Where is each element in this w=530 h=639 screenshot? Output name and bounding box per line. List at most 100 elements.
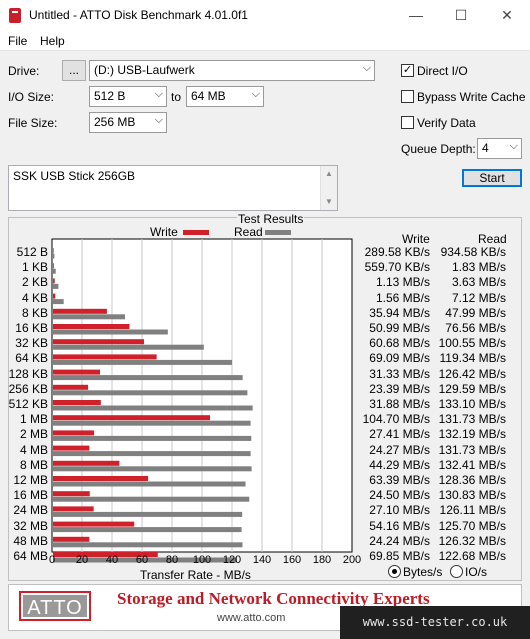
row-label: 1 MB — [19, 412, 48, 427]
write-value: 63.39 MB/s — [369, 473, 430, 487]
menu-file[interactable]: File — [8, 34, 28, 48]
io-size-from-value: 512 B — [94, 89, 126, 103]
read-bar — [53, 390, 248, 396]
read-bar — [53, 405, 253, 411]
browse-button[interactable]: ... — [62, 60, 86, 81]
queue-depth-select[interactable]: 4 ⌵ — [477, 138, 522, 159]
verify-data-checkbox[interactable] — [401, 116, 414, 129]
bytes-per-second-label: Bytes/s — [403, 565, 443, 579]
row-label: 1 KB — [21, 260, 48, 275]
minimize-button[interactable]: — — [409, 7, 423, 23]
queue-depth-label: Queue Depth: — [401, 142, 476, 156]
write-value: 69.09 MB/s — [369, 351, 430, 366]
maximize-button[interactable]: ☐ — [454, 7, 468, 23]
x-axis-title: Transfer Rate - MB/s — [140, 568, 251, 582]
io-size-to-value: 64 MB — [191, 89, 226, 103]
banner-tagline: Storage and Network Connectivity Experts — [117, 589, 430, 608]
read-value: 125.70 MB/s — [438, 518, 506, 533]
write-bar — [53, 263, 54, 269]
row-label: 48 MB — [13, 533, 48, 548]
io-size-to-select[interactable]: 64 MB ⌵ — [186, 86, 264, 107]
read-bar — [53, 557, 238, 563]
io-per-second-label: IO/s — [465, 565, 488, 579]
x-tick-label: 60 — [135, 554, 149, 566]
write-bar — [53, 536, 90, 542]
write-bar — [53, 293, 56, 299]
banner-url[interactable]: www.atto.com — [217, 612, 286, 624]
description-scrollbar[interactable]: ▲ ▼ — [320, 166, 337, 210]
queue-depth-value: 4 — [482, 141, 489, 155]
write-bar — [53, 278, 55, 284]
row-label: 512 KB — [8, 397, 48, 411]
chevron-down-icon: ⌵ — [251, 88, 260, 100]
write-value: 50.99 MB/s — [369, 321, 430, 335]
drive-value: (D:) USB-Laufwerk — [94, 63, 195, 77]
drive-select[interactable]: (D:) USB-Laufwerk ⌵ — [89, 60, 375, 81]
read-bar — [53, 253, 55, 259]
menu-bar: File Help — [0, 31, 530, 51]
bypass-cache-checkbox[interactable] — [401, 90, 414, 103]
write-value: 1.13 MB/s — [375, 275, 430, 290]
write-bar — [53, 430, 95, 436]
row-label: 4 KB — [21, 290, 48, 305]
row-label: 8 KB — [21, 305, 48, 320]
row-label: 2 KB — [21, 275, 48, 290]
write-bar — [53, 324, 130, 329]
read-value: 128.36 MB/s — [438, 473, 506, 487]
file-size-select[interactable]: 256 MB ⌵ — [89, 112, 167, 133]
write-bar — [53, 552, 158, 557]
read-value: 122.68 MB/s — [438, 549, 506, 563]
x-tick-label: 200 — [342, 554, 362, 566]
read-bar — [53, 481, 246, 487]
read-value: 7.12 MB/s — [451, 290, 506, 305]
write-value: 31.88 MB/s — [369, 397, 430, 411]
x-tick-label: 140 — [252, 554, 272, 566]
read-value: 131.73 MB/s — [438, 412, 506, 427]
row-label: 4 MB — [19, 442, 48, 457]
x-tick-label: 120 — [222, 554, 242, 566]
io-to-label: to — [171, 90, 182, 104]
write-value: 31.33 MB/s — [369, 366, 430, 381]
read-bar — [53, 299, 64, 305]
x-tick-label: 40 — [105, 554, 119, 566]
direct-io-checkbox[interactable]: ✓ — [401, 64, 414, 77]
read-bar — [53, 420, 251, 426]
io-size-label: I/O Size: — [8, 90, 55, 104]
write-bar — [53, 460, 120, 466]
row-label: 128 KB — [8, 366, 48, 381]
start-button[interactable]: Start — [462, 169, 522, 187]
menu-help[interactable]: Help — [40, 34, 65, 48]
column-header-write: Write — [402, 232, 430, 246]
row-label: 512 B — [16, 245, 48, 259]
read-value: 47.99 MB/s — [445, 305, 506, 320]
direct-io-label: Direct I/O — [417, 64, 468, 78]
read-value: 132.19 MB/s — [438, 427, 506, 442]
write-value: 27.10 MB/s — [369, 503, 430, 518]
read-value: 130.83 MB/s — [438, 488, 506, 503]
write-bar — [53, 445, 90, 451]
description-field[interactable]: SSK USB Stick 256GB ▲ ▼ — [8, 165, 338, 211]
watermark: www.ssd-tester.co.uk — [340, 606, 530, 639]
read-value: 100.55 MB/s — [438, 336, 506, 351]
read-bar — [53, 542, 243, 548]
write-value: 289.58 KB/s — [364, 245, 430, 259]
description-text: SSK USB Stick 256GB — [13, 169, 136, 183]
close-button[interactable]: ✕ — [501, 7, 513, 23]
write-bar — [53, 400, 101, 405]
bytes-per-second-radio[interactable] — [388, 565, 401, 578]
write-bar — [53, 248, 54, 253]
read-value: 76.56 MB/s — [445, 321, 506, 335]
read-value: 119.34 MB/s — [439, 351, 506, 366]
read-bar — [53, 451, 251, 457]
scroll-up-icon[interactable]: ▲ — [325, 169, 333, 178]
row-label: 16 MB — [13, 488, 48, 503]
read-bar — [53, 435, 252, 441]
scroll-down-icon[interactable]: ▼ — [325, 197, 333, 206]
atto-banner: ATTO Storage and Network Connectivity Ex… — [8, 584, 522, 631]
column-header-read: Read — [478, 232, 507, 246]
read-value: 934.58 KB/s — [440, 245, 506, 259]
io-size-from-select[interactable]: 512 B ⌵ — [89, 86, 167, 107]
file-size-label: File Size: — [8, 116, 58, 130]
io-per-second-radio[interactable] — [450, 565, 463, 578]
